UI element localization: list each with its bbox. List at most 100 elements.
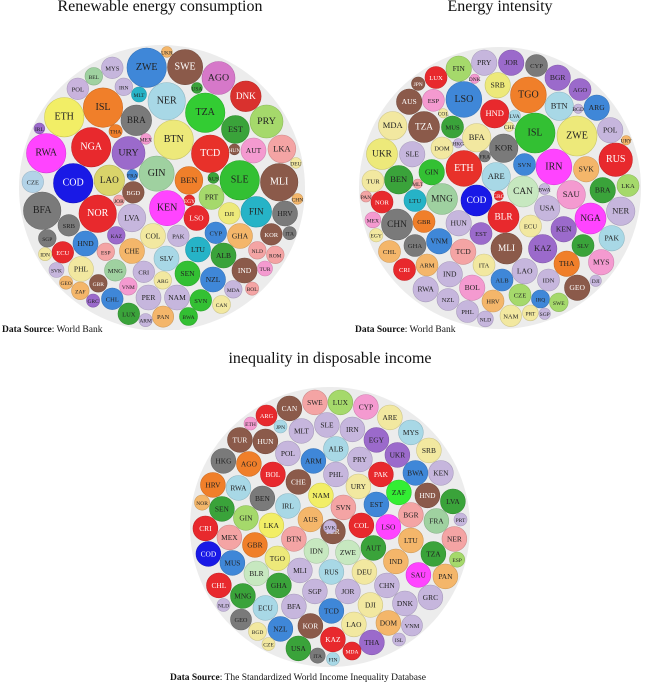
bubble-ind[interactable]: IND bbox=[436, 261, 463, 288]
bubble-lva[interactable]: LVA bbox=[440, 488, 466, 515]
bubble-ken[interactable]: KEN bbox=[428, 460, 454, 486]
bubble-sen[interactable]: SEN bbox=[209, 496, 235, 522]
bubble-ind[interactable]: IND bbox=[383, 548, 409, 575]
bubble-dji[interactable]: DJI bbox=[357, 592, 384, 618]
bubble-svk[interactable]: SVK bbox=[573, 156, 600, 183]
bubble-cri[interactable]: CRI bbox=[192, 515, 219, 542]
bubble-nzl[interactable]: NZL bbox=[436, 288, 460, 311]
bubble-sau[interactable]: SAU bbox=[556, 180, 586, 210]
bubble-bra[interactable]: BRA bbox=[120, 104, 152, 136]
bubble-alb[interactable]: ALB bbox=[323, 436, 349, 462]
bubble-tza[interactable]: TZA bbox=[408, 111, 440, 143]
bubble-tza[interactable]: TZA bbox=[185, 92, 226, 133]
bubble-pan[interactable]: PAN bbox=[152, 305, 175, 328]
bubble-mda[interactable]: MDA bbox=[342, 641, 362, 661]
bubble-vnm[interactable]: VNM bbox=[119, 277, 138, 296]
bubble-arg[interactable]: ARG bbox=[255, 404, 278, 427]
bubble-aut[interactable]: AUT bbox=[240, 137, 267, 164]
bubble-alb[interactable]: ALB bbox=[490, 268, 514, 292]
bubble-mex[interactable]: MEX bbox=[140, 133, 152, 145]
bubble-sgp[interactable]: SGP bbox=[302, 578, 328, 605]
bubble-mex[interactable]: MEX bbox=[364, 211, 382, 229]
bubble-sgp[interactable]: SGP bbox=[38, 229, 57, 248]
bubble-sle[interactable]: SLE bbox=[314, 412, 340, 438]
bubble-sle[interactable]: SLE bbox=[219, 160, 260, 201]
bubble-mng[interactable]: MNG bbox=[230, 583, 256, 609]
bubble-bfa[interactable]: BFA bbox=[462, 123, 492, 153]
bubble-gin[interactable]: GIN bbox=[233, 505, 259, 531]
bubble-eth[interactable]: ETH bbox=[243, 416, 258, 431]
bubble-grc[interactable]: GRC bbox=[86, 293, 100, 308]
bubble-zaf[interactable]: ZAF bbox=[71, 281, 90, 300]
bubble-geo[interactable]: GEO bbox=[564, 274, 591, 301]
bubble-ind[interactable]: IND bbox=[231, 257, 258, 284]
bubble-lao[interactable]: LAO bbox=[341, 611, 367, 638]
bubble-lka[interactable]: LKA bbox=[616, 174, 640, 197]
bubble-sgp[interactable]: SGP bbox=[538, 307, 551, 320]
bubble-alb[interactable]: ALB bbox=[210, 242, 237, 269]
bubble-col[interactable]: COL bbox=[348, 512, 375, 539]
bubble-arm[interactable]: ARM bbox=[138, 313, 153, 327]
bubble-slv[interactable]: SLV bbox=[571, 234, 595, 257]
bubble-nzl[interactable]: NZL bbox=[200, 266, 226, 293]
bubble-mex[interactable]: MEX bbox=[216, 524, 243, 551]
bubble-dom[interactable]: DOM bbox=[375, 610, 402, 636]
bubble-deu[interactable]: DEU bbox=[351, 559, 378, 585]
bubble-mus[interactable]: MUS bbox=[441, 115, 464, 139]
bubble-hun[interactable]: HUN bbox=[252, 428, 279, 455]
bubble-zwe[interactable]: ZWE bbox=[126, 47, 167, 88]
bubble-are[interactable]: ARE bbox=[481, 162, 511, 192]
bubble-mng[interactable]: MNG bbox=[104, 259, 127, 282]
bubble-mus[interactable]: MUS bbox=[219, 550, 246, 576]
bubble-hun[interactable]: HUN bbox=[445, 210, 472, 237]
bubble-gha[interactable]: GHA bbox=[266, 572, 292, 599]
bubble-svk[interactable]: SVK bbox=[48, 262, 65, 278]
bubble-lva[interactable]: LVA bbox=[117, 203, 147, 233]
bubble-zaf[interactable]: ZAF bbox=[386, 479, 412, 506]
bubble-tha[interactable]: THA bbox=[553, 250, 580, 277]
bubble-fin[interactable]: FIN bbox=[445, 55, 472, 82]
bubble-zwe[interactable]: ZWE bbox=[556, 115, 598, 157]
bubble-tza[interactable]: TZA bbox=[420, 541, 447, 567]
bubble-hrv[interactable]: HRV bbox=[200, 472, 226, 498]
bubble-idn[interactable]: IDN bbox=[38, 247, 52, 261]
bubble-lao[interactable]: LAO bbox=[511, 258, 538, 285]
bubble-ury[interactable]: URY bbox=[621, 135, 632, 146]
bubble-nga[interactable]: NGA bbox=[71, 127, 112, 168]
bubble-esp[interactable]: ESP bbox=[449, 551, 465, 568]
bubble-bfa[interactable]: BFA bbox=[23, 191, 62, 230]
bubble-ecu[interactable]: ECU bbox=[252, 595, 279, 621]
bubble-mys[interactable]: MYS bbox=[398, 419, 424, 446]
bubble-dnk[interactable]: DNK bbox=[469, 73, 481, 84]
bubble-cyp[interactable]: CYP bbox=[353, 394, 379, 420]
bubble-swe[interactable]: SWE bbox=[302, 389, 328, 416]
bubble-ury[interactable]: URY bbox=[111, 136, 146, 170]
bubble-col[interactable]: COL bbox=[140, 223, 166, 249]
bubble-nor[interactable]: NOR bbox=[194, 494, 210, 511]
bubble-col[interactable]: COL bbox=[438, 108, 450, 119]
bubble-hnd[interactable]: HND bbox=[414, 482, 441, 509]
bubble-ago[interactable]: AGO bbox=[236, 451, 262, 477]
bubble-gin[interactable]: GIN bbox=[138, 155, 175, 192]
bubble-mys[interactable]: MYS bbox=[101, 56, 124, 79]
bubble-nor[interactable]: NOR bbox=[78, 194, 117, 233]
bubble-kor[interactable]: KOR bbox=[260, 223, 283, 246]
bubble-aus[interactable]: AUS bbox=[207, 172, 220, 184]
bubble-can[interactable]: CAN bbox=[276, 395, 303, 422]
bubble-jpn[interactable]: JPN bbox=[411, 76, 426, 91]
bubble-nor[interactable]: NOR bbox=[370, 190, 394, 214]
bubble-hrv[interactable]: HRV bbox=[272, 200, 298, 227]
bubble-nld[interactable]: NLD bbox=[477, 310, 494, 328]
bubble-ecu[interactable]: ECU bbox=[519, 214, 542, 238]
bubble-nzl[interactable]: NZL bbox=[267, 616, 294, 642]
bubble-irl[interactable]: IRL bbox=[275, 493, 301, 519]
bubble-pry[interactable]: PRY bbox=[471, 49, 498, 76]
bubble-aus[interactable]: AUS bbox=[297, 506, 324, 533]
bubble-chl[interactable]: CHL bbox=[101, 287, 124, 310]
bubble-pry[interactable]: PRY bbox=[249, 104, 284, 139]
bubble-ner[interactable]: NER bbox=[606, 196, 636, 226]
bubble-bgd[interactable]: BGD bbox=[122, 181, 145, 204]
bubble-fra[interactable]: FRA bbox=[478, 150, 491, 163]
bubble-arg[interactable]: ARG bbox=[583, 94, 610, 121]
bubble-tur[interactable]: TUR bbox=[227, 427, 253, 453]
